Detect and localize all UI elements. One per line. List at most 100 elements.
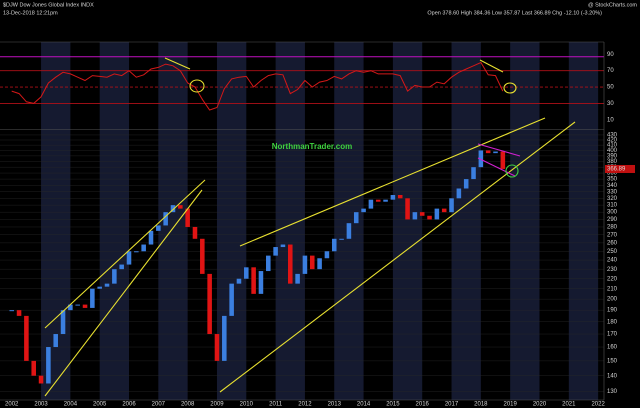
y-tick-label: 130 — [607, 389, 618, 395]
candle — [405, 198, 410, 220]
y-tick-label: 150 — [607, 358, 618, 364]
candle — [90, 288, 95, 308]
x-tick-label: 2014 — [357, 402, 371, 408]
plot — [0, 56, 604, 392]
x-tick-label: 2008 — [181, 402, 195, 408]
x-tick-label: 2022 — [591, 402, 605, 408]
candle — [273, 247, 278, 256]
y-tick-label: 310 — [607, 203, 618, 209]
x-tick-label: 2013 — [328, 402, 342, 408]
year-band — [216, 42, 247, 400]
candle — [163, 212, 168, 226]
candle — [68, 304, 73, 311]
trendline — [239, 117, 546, 247]
candle — [207, 273, 212, 335]
candle — [46, 347, 51, 384]
y-tick-label: 160 — [607, 345, 618, 351]
y-tick-label: 240 — [607, 258, 618, 264]
candle — [266, 255, 271, 272]
y-tick-label: 250 — [607, 249, 618, 255]
candle — [236, 278, 242, 284]
trendline — [44, 179, 206, 329]
candle — [178, 205, 183, 209]
trendline — [479, 59, 504, 73]
y-tick-label: 320 — [607, 196, 618, 202]
y-tick-label: 350 — [607, 177, 618, 183]
candle — [317, 258, 322, 270]
y-tick-label: 420 — [607, 138, 618, 144]
candle — [383, 199, 388, 202]
y-tick-label: 170 — [607, 332, 618, 338]
indicator-tick-label: 10 — [607, 117, 614, 123]
quote: Open 378.60 High 384.36 Low 357.87 Last … — [427, 10, 602, 16]
indicator-tick-label: 30 — [607, 101, 614, 107]
year-band — [510, 42, 540, 400]
trendline — [477, 157, 516, 177]
trendline — [477, 143, 521, 157]
candle — [441, 208, 447, 213]
indicator-tick-label: 90 — [607, 52, 614, 58]
candle — [244, 267, 249, 279]
year-band — [451, 42, 481, 400]
candle — [112, 269, 117, 284]
x-tick-label: 2020 — [533, 402, 547, 408]
x-tick-label: 2016 — [416, 402, 430, 408]
y-tick-label: 400 — [607, 148, 618, 154]
candle — [309, 255, 315, 270]
candle — [9, 310, 15, 312]
candle — [463, 179, 469, 189]
candle — [38, 375, 44, 384]
trendline — [44, 189, 203, 397]
candle — [295, 273, 300, 284]
y-tick-label: 210 — [607, 286, 618, 292]
x-tick-label: 2010 — [240, 402, 254, 408]
candle — [287, 244, 293, 284]
candle — [302, 255, 308, 274]
candle — [126, 251, 132, 265]
year-bands — [41, 42, 599, 400]
candle — [471, 167, 476, 180]
circle — [189, 79, 205, 93]
candle — [222, 315, 227, 361]
candle — [368, 199, 374, 209]
x-tick-label: 2006 — [122, 402, 136, 408]
x-tick-label: 2007 — [152, 402, 166, 408]
candle — [119, 264, 124, 270]
candle — [449, 198, 454, 213]
candle — [60, 310, 66, 335]
y-tick-label: 220 — [607, 276, 618, 282]
candle — [53, 334, 58, 348]
candle — [185, 208, 190, 227]
candle — [82, 304, 88, 308]
indicator-line — [11, 61, 504, 111]
candle — [16, 310, 22, 316]
candle — [229, 283, 234, 316]
candle — [331, 238, 337, 252]
source: @ StockCharts.com — [588, 2, 637, 8]
candle — [339, 238, 344, 240]
y-tick-label: 430 — [607, 133, 618, 139]
indicator-tick-label: 50 — [607, 85, 614, 91]
year-band — [158, 42, 188, 400]
y-tick-label: 330 — [607, 189, 618, 195]
x-tick-label: 2009 — [210, 402, 224, 408]
y-tick-label: 280 — [607, 225, 618, 231]
candle — [24, 315, 29, 361]
candle — [390, 194, 396, 200]
y-tick-label: 140 — [607, 373, 618, 379]
y-tick-label: 260 — [607, 240, 618, 246]
x-tick-label: 2005 — [93, 402, 107, 408]
candle — [427, 215, 432, 220]
candle — [346, 223, 352, 239]
x-tick-label: 2002 — [5, 402, 19, 408]
y-tick-label: 340 — [607, 183, 618, 189]
candle — [141, 244, 146, 252]
x-tick-label: 2019 — [503, 402, 517, 408]
symbol: $DJW Dow Jones Global Index INDX — [3, 2, 94, 8]
candle — [156, 225, 161, 231]
y-tick-label: 380 — [607, 159, 618, 165]
candle — [134, 251, 139, 253]
candle — [214, 334, 220, 361]
year-band — [99, 42, 130, 400]
